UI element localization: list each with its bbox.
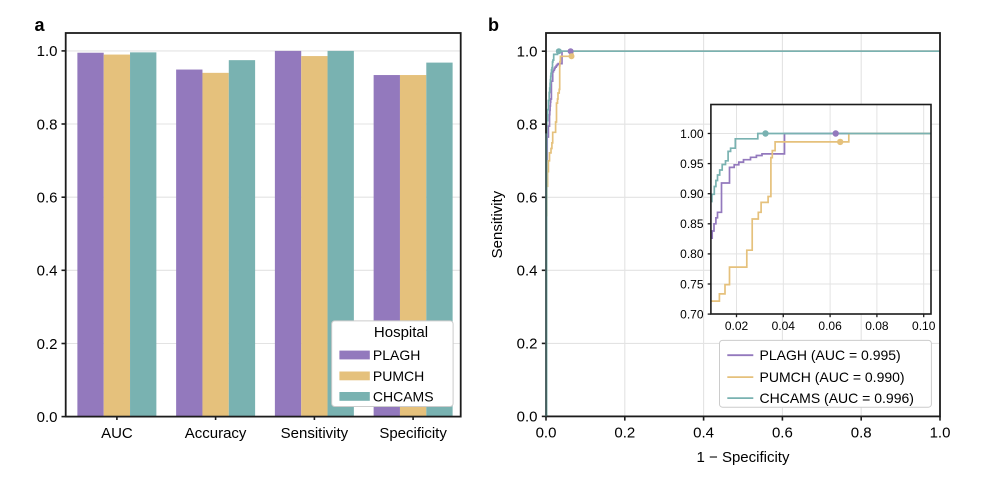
svg-text:0.75: 0.75 [680, 277, 704, 291]
svg-text:0.8: 0.8 [37, 116, 58, 133]
svg-text:0.4: 0.4 [37, 263, 58, 280]
svg-text:0.2: 0.2 [37, 336, 58, 353]
svg-text:0.6: 0.6 [517, 190, 538, 207]
svg-text:0.08: 0.08 [865, 319, 889, 333]
svg-text:0.90: 0.90 [680, 187, 704, 201]
svg-text:Sensitivity: Sensitivity [489, 190, 506, 258]
svg-text:0.0: 0.0 [517, 409, 538, 426]
svg-text:0.0: 0.0 [37, 409, 58, 426]
svg-text:0.8: 0.8 [517, 117, 538, 134]
svg-text:CHCAMS (AUC = 0.996): CHCAMS (AUC = 0.996) [760, 390, 914, 406]
svg-text:1.0: 1.0 [37, 43, 58, 60]
svg-text:PUMCH (AUC = 0.990): PUMCH (AUC = 0.990) [760, 369, 905, 385]
svg-text:0.4: 0.4 [517, 263, 538, 280]
svg-text:a: a [35, 15, 46, 35]
svg-text:0.85: 0.85 [680, 217, 704, 231]
svg-text:0.6: 0.6 [772, 425, 793, 442]
svg-text:CHCAMS: CHCAMS [373, 389, 434, 405]
svg-text:0.95: 0.95 [680, 157, 704, 171]
svg-text:0.06: 0.06 [818, 319, 842, 333]
svg-text:Specificity: Specificity [379, 425, 447, 442]
svg-text:1.0: 1.0 [517, 44, 538, 61]
svg-text:1.00: 1.00 [680, 127, 704, 141]
svg-text:0.6: 0.6 [37, 190, 58, 207]
svg-text:0.04: 0.04 [772, 319, 796, 333]
svg-text:1.0: 1.0 [930, 425, 951, 442]
svg-text:1 − Specificity: 1 − Specificity [697, 449, 790, 466]
svg-text:0.4: 0.4 [693, 425, 714, 442]
svg-text:PLAGH (AUC = 0.995): PLAGH (AUC = 0.995) [760, 347, 901, 363]
svg-text:0.2: 0.2 [614, 425, 635, 442]
svg-text:0.02: 0.02 [725, 319, 749, 333]
svg-text:0.70: 0.70 [680, 307, 704, 321]
svg-text:b: b [488, 15, 499, 35]
svg-text:0.10: 0.10 [912, 319, 936, 333]
svg-text:Accuracy: Accuracy [185, 425, 247, 442]
svg-text:AUC: AUC [101, 425, 133, 442]
svg-text:PUMCH: PUMCH [373, 368, 424, 384]
svg-text:Sensitivity: Sensitivity [281, 425, 349, 442]
svg-text:0.0: 0.0 [536, 425, 557, 442]
svg-text:0.8: 0.8 [851, 425, 872, 442]
svg-text:0.80: 0.80 [680, 247, 704, 261]
svg-text:0.2: 0.2 [517, 336, 538, 353]
svg-text:Hospital: Hospital [374, 324, 428, 341]
svg-text:PLAGH: PLAGH [373, 347, 420, 363]
